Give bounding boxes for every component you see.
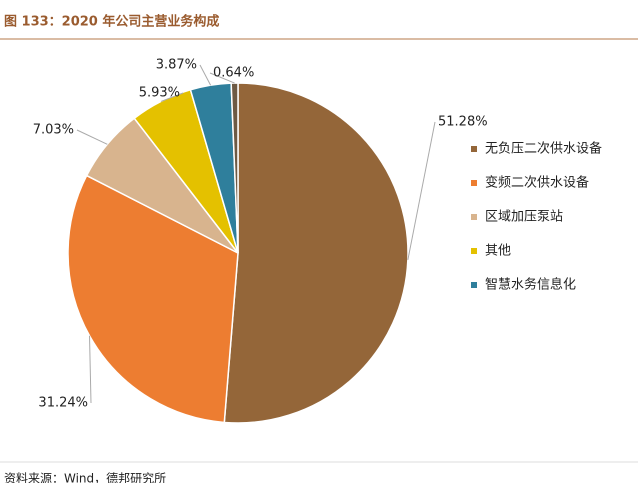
legend-marker: [471, 282, 477, 288]
leader-line: [160, 92, 184, 102]
leader-line: [209, 72, 235, 84]
pie-slice: [223, 82, 409, 424]
data-label: 0.64%: [213, 66, 254, 81]
data-label: 3.87%: [156, 58, 197, 73]
pie-slice: [67, 174, 239, 424]
data-label: 31.24%: [38, 396, 88, 411]
legend-marker: [471, 248, 477, 254]
legend-marker: [471, 146, 477, 152]
legend-label: 其他: [485, 244, 511, 259]
leader-line: [76, 129, 108, 145]
legend-marker: [471, 180, 477, 186]
legend-label: 变频二次供水设备: [485, 175, 589, 191]
legend-marker: [471, 214, 477, 220]
legend-label: 无负压二次供水设备: [485, 141, 602, 157]
source-note: 资料来源：Wind，德邦研究所: [4, 471, 166, 483]
legend-label: 区域加压泵站: [485, 210, 563, 225]
data-label: 51.28%: [438, 115, 488, 130]
leader-line: [89, 335, 92, 404]
chart-title: 图 133：2020 年公司主营业务构成: [4, 14, 219, 30]
legend-label: 智慧水务信息化: [485, 277, 576, 293]
data-label: 7.03%: [33, 123, 74, 138]
leader-line: [407, 121, 436, 260]
data-label: 5.93%: [139, 86, 180, 101]
leader-line: [199, 64, 212, 86]
